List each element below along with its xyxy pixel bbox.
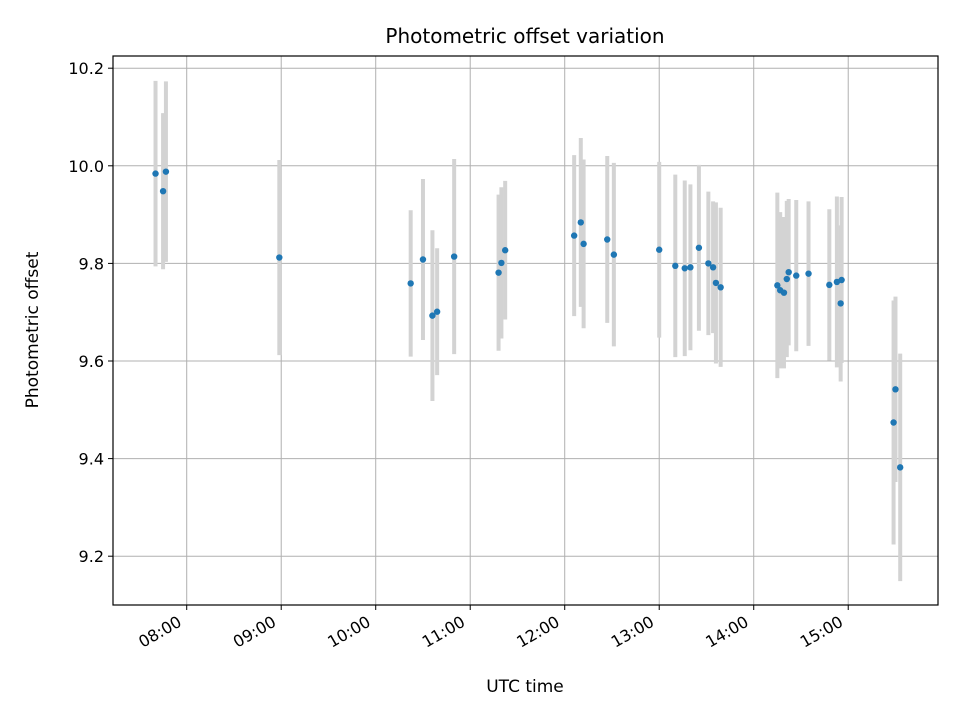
data-point: [709, 264, 717, 271]
data-point: [577, 219, 584, 226]
data-point: [419, 256, 427, 263]
data-point: [610, 251, 618, 258]
data-point: [783, 275, 790, 283]
y-tick-label: 10.2: [68, 59, 104, 78]
data-point: [892, 386, 899, 393]
data-point: [785, 268, 792, 276]
data-point: [712, 279, 720, 287]
y-tick-label: 9.6: [79, 352, 104, 371]
data-point: [793, 272, 800, 279]
data-point: [896, 464, 904, 471]
x-axis-label: UTC time: [486, 677, 564, 697]
data-point: [805, 270, 812, 277]
data-point: [838, 276, 845, 284]
data-point: [162, 168, 170, 175]
data-point: [717, 284, 724, 291]
plot-frame: [112, 55, 939, 606]
data-point: [695, 244, 703, 251]
data-point: [705, 260, 712, 267]
data-point: [656, 246, 663, 253]
data-point: [681, 265, 688, 272]
data-point: [501, 247, 509, 254]
data-point: [890, 419, 897, 426]
data-point: [429, 312, 436, 319]
data-point: [498, 259, 505, 267]
data-point: [580, 240, 587, 248]
y-tick-label: 9.2: [79, 547, 104, 566]
data-point: [780, 289, 788, 296]
y-tick-label: 10.0: [68, 157, 104, 176]
data-point: [495, 269, 502, 276]
data-point: [826, 281, 833, 289]
data-points: [152, 168, 904, 471]
y-tick-label: 9.8: [79, 254, 104, 273]
data-point: [837, 300, 844, 307]
data-point: [774, 282, 781, 289]
chart-title: Photometric offset variation: [385, 24, 664, 48]
data-point: [672, 262, 679, 270]
data-point: [450, 253, 458, 260]
data-point: [276, 254, 283, 261]
data-point: [407, 280, 414, 287]
data-point: [159, 187, 167, 195]
y-tick-label: 9.4: [79, 450, 104, 469]
data-point: [570, 232, 578, 239]
y-axis: 9.2 9.4 9.6 9.8 10.0 10.2: [68, 59, 113, 566]
y-axis-label: Photometric offset: [23, 251, 43, 408]
data-point: [604, 236, 611, 243]
data-point: [687, 264, 694, 271]
data-point: [433, 308, 441, 315]
data-point: [152, 170, 159, 177]
